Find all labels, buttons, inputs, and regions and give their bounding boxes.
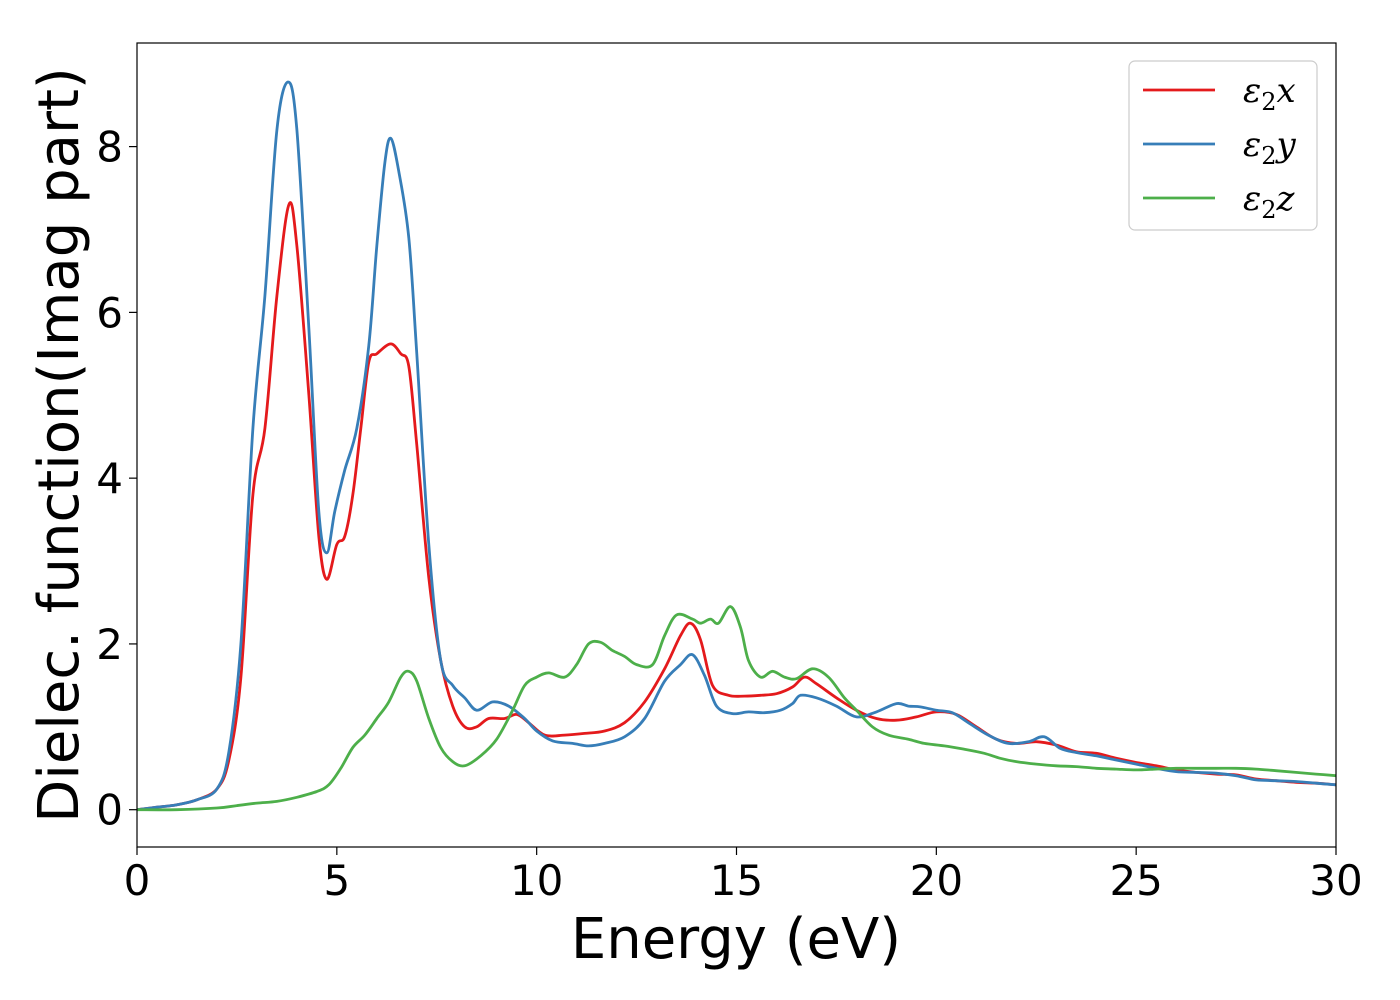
y-axis-title: Dielec. function(Imag part) <box>27 67 92 823</box>
legend-label-1: ε2y <box>1243 125 1297 170</box>
x-tick-label: 25 <box>1109 856 1162 905</box>
y-tick-label: 6 <box>96 288 123 337</box>
series-line-2 <box>137 605 1336 812</box>
legend-label-2: ε2z <box>1243 179 1296 224</box>
y-tick-label: 4 <box>96 454 123 503</box>
x-tick-label: 10 <box>510 856 563 905</box>
x-tick-label: 15 <box>710 856 763 905</box>
series-line-0 <box>137 201 1336 812</box>
x-tick-label: 30 <box>1309 856 1362 905</box>
y-tick-label: 8 <box>96 123 123 172</box>
x-tick-label: 5 <box>323 856 350 905</box>
x-tick-label: 0 <box>124 856 151 905</box>
series-layer <box>137 80 1336 812</box>
legend-box <box>1128 60 1318 231</box>
y-tick-label: 2 <box>96 620 123 669</box>
x-axis: 0 5 10 15 20 25 30 <box>124 847 1363 905</box>
legend-label-0: ε2x <box>1243 71 1296 116</box>
x-axis-title: Energy (eV) <box>571 907 901 972</box>
legend: ε2x ε2y ε2z <box>1128 60 1318 231</box>
y-axis: 0 2 4 6 8 <box>96 123 137 835</box>
x-tick-label: 20 <box>910 856 963 905</box>
y-tick-label: 0 <box>96 786 123 835</box>
series-line-1 <box>137 80 1336 812</box>
